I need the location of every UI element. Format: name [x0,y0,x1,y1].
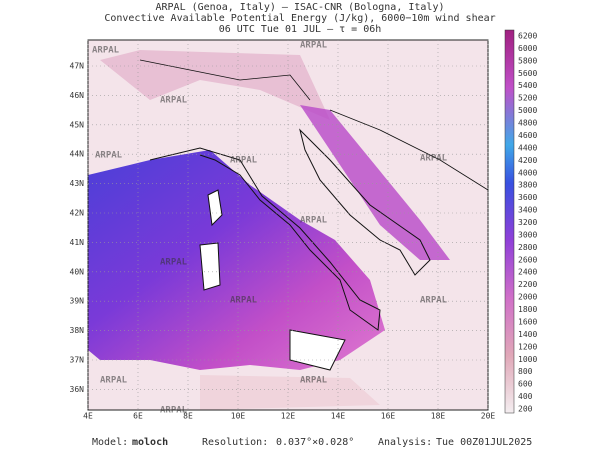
title-line: Convective Available Potential Energy (J… [104,13,495,24]
lat-label: 41N [70,238,85,247]
watermark: ARPAL [160,258,188,268]
footer-label: Resolution: [202,437,268,448]
colorbar-label: 400 [518,392,533,401]
lon-label: 16E [381,412,396,421]
graticule [87,40,489,410]
colorbar-label: 2000 [518,293,537,302]
adriatic-field [300,105,450,260]
colorbar-label: 600 [518,380,533,389]
watermark: ARPAL [95,151,123,161]
watermark: ARPAL [160,96,188,106]
colorbar-label: 6200 [518,32,537,41]
lon-label: 12E [281,412,296,421]
lat-label: 47N [70,62,85,71]
watermark: ARPAL [300,376,328,386]
colorbar-label: 6000 [518,44,537,53]
watermark: ARPAL [100,376,128,386]
colorbar-label: 3600 [518,193,537,202]
colorbar-label: 3400 [518,206,537,215]
map: ARPAL ARPAL ARPAL ARPAL ARPAL ARPAL ARPAL ARPAL… [87,39,489,416]
colorbar-label: 1800 [518,305,537,314]
coastline [149,147,381,331]
lat-label: 42N [70,209,85,218]
footer-value: 0.037°×0.028° [276,437,354,448]
axis-labels: 47N 46N 45N 44N 43N 42N 41N 40N 39N 38N 37N 36N 4E 6E… [70,62,496,421]
lat-label: 37N [70,356,85,365]
colorbar-label: 2400 [518,268,537,277]
colorbar-label: 3200 [518,218,537,227]
watermark: ARPAL [92,46,120,56]
watermark: ARPAL [230,296,258,306]
colorbar-label: 1200 [518,342,537,351]
africa-field [200,375,380,410]
lon-label: 10E [231,412,246,421]
colorbar-label: 4200 [518,156,537,165]
lat-label: 38N [70,326,85,335]
coastline [299,128,431,276]
lat-label: 36N [70,385,85,394]
colorbar-label: 2200 [518,280,537,289]
land-field [100,50,330,120]
colorbar-label: 4400 [518,143,537,152]
lat-label: 45N [70,120,85,129]
colorbar-label: 5800 [518,56,537,65]
colorbar-labels: 6200 6000 5800 5600 5400 5200 5000 4800 4600 4400… [518,32,537,414]
colorbar-label: 5400 [518,81,537,90]
lon-label: 18E [431,412,446,421]
colorbar-label: 2600 [518,255,537,264]
colorbar-label: 4000 [518,168,537,177]
lon-label: 4E [83,412,93,421]
islands [199,189,346,371]
lat-label: 44N [70,150,85,159]
watermark: ARPAL [420,296,448,306]
colorbar-label: 800 [518,367,533,376]
footer-label: Model: [92,437,128,448]
colorbar-label: 5600 [518,69,537,78]
lat-label: 39N [70,297,85,306]
colorbar-label: 1400 [518,330,537,339]
colorbar-label: 200 [518,405,533,414]
colorbar-label: 5000 [518,106,537,115]
lat-label: 46N [70,91,85,100]
colorbar [504,29,515,414]
lat-label: 40N [70,267,85,276]
lon-label: 8E [183,412,193,421]
colorbar-label: 2800 [518,243,537,252]
title-line: ARPAL (Genoa, Italy) — ISAC-CNR (Bologna… [156,2,445,13]
footer-value: moloch [132,437,168,448]
watermark: ARPAL [300,41,328,51]
colorbar-label: 3800 [518,181,537,190]
watermark: ARPAL [300,216,328,226]
lon-label: 20E [481,412,496,421]
watermark: ARPAL [230,156,258,166]
watermarks: ARPAL ARPAL ARPAL ARPAL ARPAL ARPAL ARPAL ARPAL… [92,41,448,416]
footer-value: Tue 00Z01JUL2025 [436,437,532,448]
colorbar-label: 3000 [518,230,537,239]
watermark: ARPAL [160,406,188,416]
footer-label: Analysis: [378,437,432,448]
lat-label: 43N [70,179,85,188]
watermark: ARPAL [420,154,448,164]
lon-label: 14E [331,412,346,421]
borders [139,59,489,191]
colorbar-label: 1600 [518,317,537,326]
lon-label: 6E [133,412,143,421]
colorbar-label: 1000 [518,355,537,364]
colorbar-label: 5200 [518,94,537,103]
colorbar-label: 4800 [518,119,537,128]
colorbar-label: 4600 [518,131,537,140]
title-line: 06 UTC Tue 01 JUL — τ = 06h [219,24,382,35]
sea-field [88,150,385,370]
